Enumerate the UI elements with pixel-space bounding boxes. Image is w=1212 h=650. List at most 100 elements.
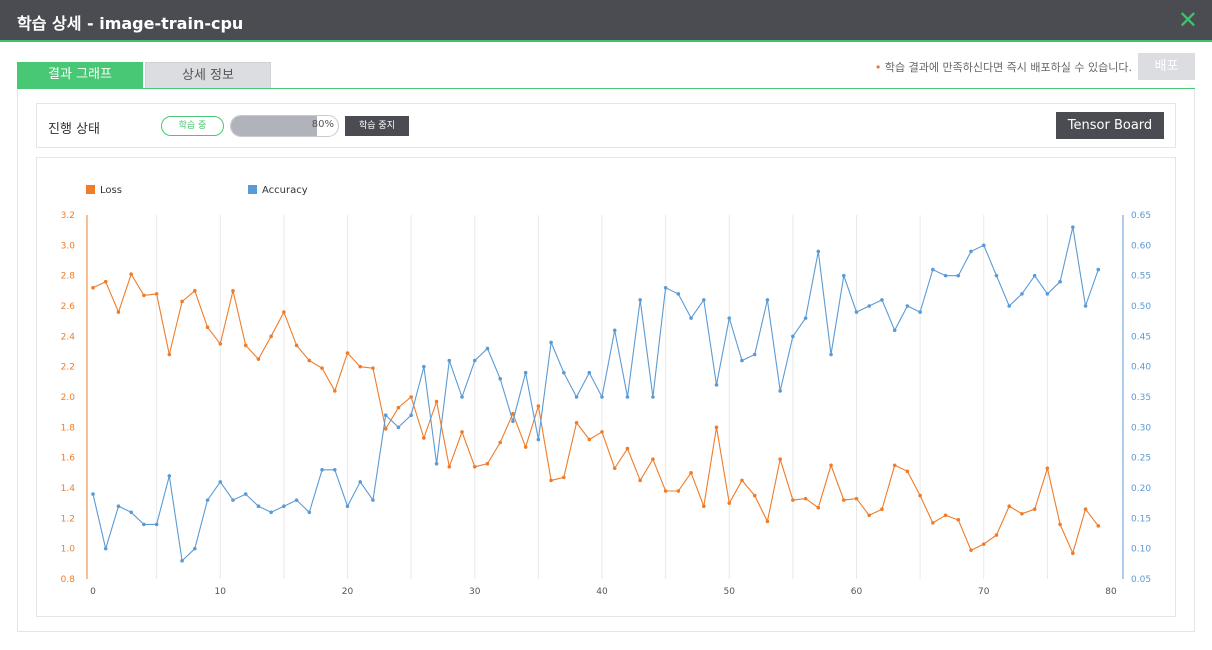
accuracy-data-point xyxy=(969,249,973,254)
accuracy-data-point xyxy=(91,492,95,496)
x-tick-label: 80 xyxy=(1105,587,1117,597)
loss-data-point xyxy=(841,498,846,502)
loss-data-point xyxy=(447,464,452,469)
accuracy-data-point xyxy=(332,468,337,472)
loss-data-point xyxy=(918,493,922,498)
accuracy-data-point xyxy=(892,328,897,333)
loss-data-point xyxy=(371,366,375,370)
accuracy-data-point xyxy=(676,292,681,296)
loss-data-point xyxy=(523,445,528,449)
accuracy-data-point xyxy=(243,492,248,496)
legend-label: Loss xyxy=(100,185,122,196)
tensorboard-button[interactable]: Tensor Board xyxy=(1056,112,1164,139)
accuracy-data-point xyxy=(778,389,782,393)
accuracy-data-point xyxy=(918,310,922,314)
tab-result-graph[interactable]: 결과 그래프 xyxy=(17,62,143,89)
accuracy-data-point xyxy=(422,364,426,369)
loss-data-point xyxy=(180,299,184,304)
accuracy-data-point xyxy=(536,437,541,442)
notice-bullet: • xyxy=(874,61,882,74)
loss-data-point xyxy=(142,293,146,298)
accuracy-data-point xyxy=(103,546,108,551)
tab-detail-info[interactable]: 상세 정보 xyxy=(145,62,271,89)
loss-data-point xyxy=(778,457,782,461)
y-right-tick-label: 0.50 xyxy=(1131,302,1151,312)
deploy-button[interactable]: 배포 xyxy=(1138,53,1195,80)
legend-swatch xyxy=(248,185,257,194)
loss-data-point xyxy=(307,358,312,363)
accuracy-data-point xyxy=(307,510,312,515)
loss-data-point xyxy=(193,289,197,293)
accuracy-data-point xyxy=(320,468,324,472)
accuracy-data-point xyxy=(383,413,388,417)
loss-data-point xyxy=(460,430,464,434)
loss-data-point xyxy=(765,519,770,524)
accuracy-data-point xyxy=(702,298,706,302)
accuracy-data-point xyxy=(752,352,757,357)
accuracy-data-point xyxy=(193,546,197,551)
accuracy-data-point xyxy=(371,498,375,502)
window-title: 학습 상세 - image-train-cpu xyxy=(17,14,244,33)
accuracy-data-point xyxy=(409,413,413,417)
accuracy-data-point xyxy=(994,273,999,278)
accuracy-data-point xyxy=(485,346,490,351)
accuracy-data-point xyxy=(434,461,439,466)
y-left-tick-label: 2.4 xyxy=(61,332,76,342)
chart-container: 0.8 1.0 1.2 1.4 1.6 1.8 2.0 2.2 2.4 2.6 2.8 3.0 3.2 0… xyxy=(36,157,1176,617)
loss-data-point xyxy=(1083,507,1088,512)
y-right-tick-label: 0.10 xyxy=(1131,545,1151,555)
loss-data-point xyxy=(282,310,286,314)
y-left-tick-label: 3.2 xyxy=(61,211,75,221)
loss-data-point xyxy=(243,343,248,348)
x-tick-label: 60 xyxy=(851,587,863,597)
loss-data-point xyxy=(905,469,910,474)
loss-data-point xyxy=(345,351,350,355)
loss-data-point xyxy=(154,292,159,296)
accuracy-data-point xyxy=(829,352,833,357)
progress-percent: 80% xyxy=(311,119,334,130)
y-left-tick-label: 2.6 xyxy=(61,302,76,312)
loss-data-point xyxy=(892,463,897,468)
accuracy-data-point xyxy=(167,474,172,478)
loss-data-point xyxy=(1032,507,1037,512)
loss-data-point xyxy=(714,425,719,430)
loss-data-point xyxy=(956,518,961,522)
accuracy-data-point xyxy=(472,358,477,363)
loss-data-point xyxy=(651,457,655,461)
accuracy-data-point xyxy=(511,419,515,424)
loss-data-point xyxy=(549,478,553,483)
accuracy-data-point xyxy=(905,304,910,308)
loss-data-point xyxy=(740,478,744,483)
accuracy-data-point xyxy=(612,328,617,333)
loss-data-point xyxy=(422,436,426,440)
loss-data-point xyxy=(574,420,579,425)
loss-data-point xyxy=(829,463,833,468)
loss-data-point xyxy=(231,289,235,293)
notice-text: 학습 결과에 만족하신다면 즉시 배포하실 수 있습니다. xyxy=(884,61,1132,74)
x-tick-label: 0 xyxy=(90,587,96,597)
loss-data-point xyxy=(676,489,681,493)
loss-data-point xyxy=(931,521,935,525)
loss-data-point xyxy=(294,343,299,348)
loss-data-point xyxy=(91,286,95,290)
loss-data-point xyxy=(791,498,795,502)
legend-label: Accuracy xyxy=(262,185,308,196)
loss-data-point xyxy=(1096,524,1101,528)
close-icon[interactable]: ✕ xyxy=(1177,6,1198,34)
loss-data-point xyxy=(969,548,973,552)
x-tick-label: 30 xyxy=(469,587,481,597)
loss-data-point xyxy=(409,395,413,399)
legend-swatch xyxy=(86,185,95,194)
stop-training-button[interactable]: 학습 중지 xyxy=(345,116,409,136)
x-tick-label: 20 xyxy=(342,587,354,597)
accuracy-data-point xyxy=(180,559,184,563)
loss-data-point xyxy=(167,352,172,357)
accuracy-data-point xyxy=(663,286,668,290)
y-left-tick-label: 1.0 xyxy=(61,545,76,555)
loss-data-point xyxy=(1058,522,1062,527)
loss-data-point xyxy=(129,272,133,276)
tab-underline xyxy=(17,88,1195,89)
y-left-tick-label: 1.8 xyxy=(61,423,76,433)
loss-data-point xyxy=(1007,504,1011,509)
accuracy-data-point xyxy=(294,498,299,502)
